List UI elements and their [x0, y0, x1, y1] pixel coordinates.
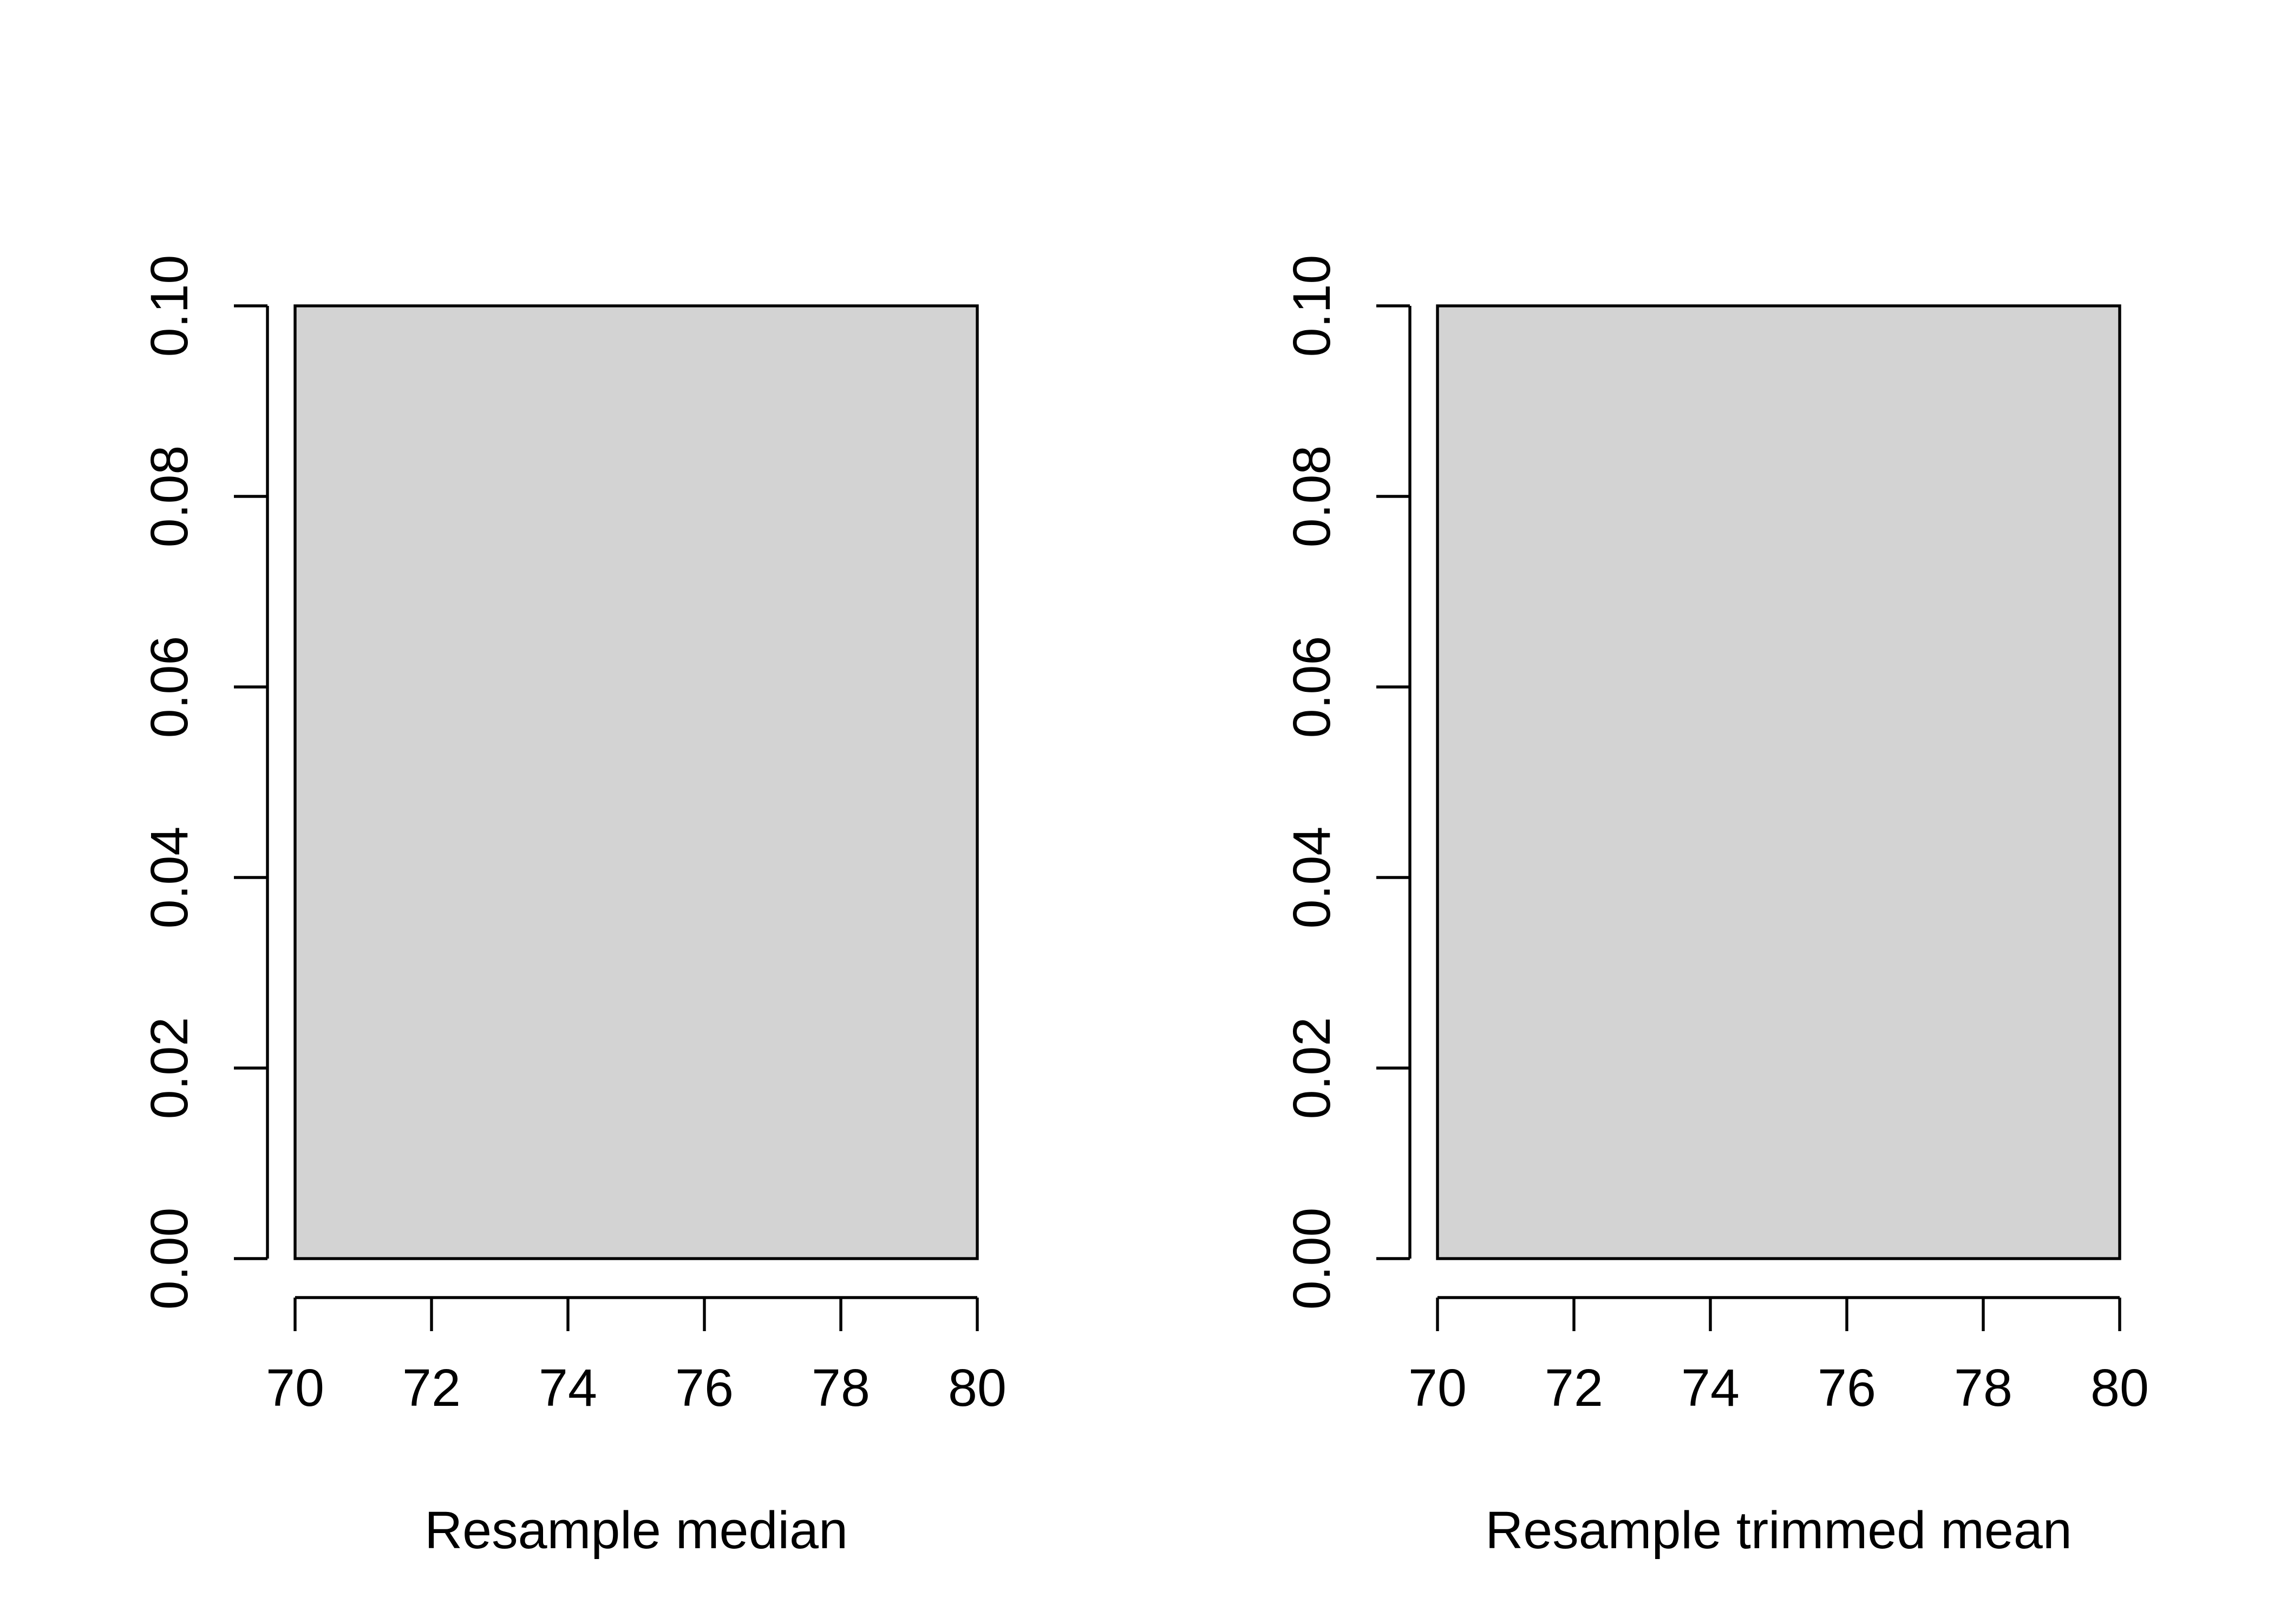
x-tick-label: 72 [402, 1358, 461, 1417]
x-tick-label: 78 [812, 1358, 870, 1417]
histogram-bar [293, 304, 979, 1260]
x-tick-label: 80 [2090, 1358, 2149, 1417]
x-tick-label: 74 [539, 1358, 597, 1417]
x-tick-label: 70 [1408, 1358, 1467, 1417]
histogram-panel-right: 0.00 0.02 0.04 0.06 0.08 0.10 70 72 74 76 78 80 Re… [1282, 255, 2149, 1560]
y-tick-label: 0.10 [140, 255, 199, 357]
histogram-bars [1436, 304, 2121, 1260]
y-tick-label: 0.00 [140, 1208, 199, 1310]
x-tick-label: 74 [1681, 1358, 1740, 1417]
y-tick-label: 0.02 [1282, 1017, 1341, 1119]
x-tick-label: 70 [266, 1358, 324, 1417]
x-tick-label: 72 [1545, 1358, 1603, 1417]
y-tick-label: 0.10 [1282, 255, 1341, 357]
x-tick-label: 76 [1818, 1358, 1876, 1417]
x-axis-label: Resample median [424, 1501, 848, 1560]
x-axis-label: Resample trimmed mean [1485, 1501, 2072, 1560]
y-tick-label: 0.04 [140, 827, 199, 929]
y-tick-label: 0.02 [140, 1017, 199, 1119]
histogram-bars [293, 304, 979, 1260]
y-tick-label: 0.00 [1282, 1208, 1341, 1310]
x-tick-label: 78 [1954, 1358, 2012, 1417]
y-axis: 0.00 0.02 0.04 0.06 0.08 0.10 [1282, 255, 1412, 1310]
x-axis: 70 72 74 76 78 80 [266, 1296, 1007, 1417]
histogram-bar [1436, 304, 2121, 1260]
y-tick-label: 0.06 [140, 636, 199, 738]
y-tick-label: 0.08 [1282, 446, 1341, 548]
histogram-panel-left: 0.00 0.02 0.04 0.06 0.08 0.10 70 72 74 76 78 80 Re… [140, 255, 1007, 1560]
x-tick-label: 76 [675, 1358, 734, 1417]
y-axis: 0.00 0.02 0.04 0.06 0.08 0.10 [140, 255, 269, 1310]
y-tick-label: 0.06 [1282, 636, 1341, 738]
y-tick-label: 0.08 [140, 446, 199, 548]
x-axis: 70 72 74 76 78 80 [1408, 1296, 2149, 1417]
x-tick-label: 80 [948, 1358, 1007, 1417]
y-tick-label: 0.04 [1282, 827, 1341, 929]
